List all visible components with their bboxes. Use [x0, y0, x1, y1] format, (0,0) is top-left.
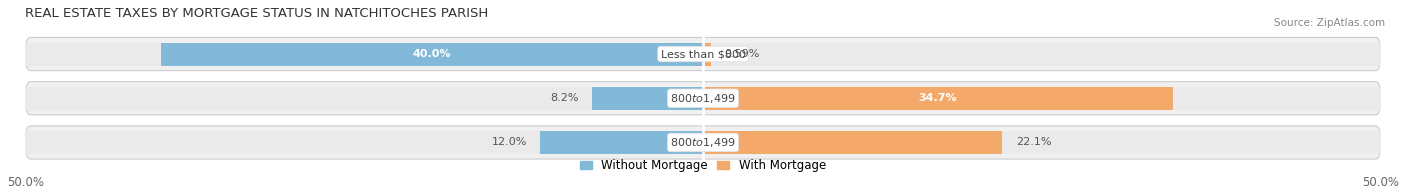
Bar	[592, 87, 703, 110]
Text: 22.1%: 22.1%	[1017, 137, 1052, 147]
Bar	[25, 87, 1381, 110]
Text: 12.0%: 12.0%	[492, 137, 527, 147]
Text: 0.59%: 0.59%	[724, 49, 759, 59]
Bar	[540, 131, 703, 154]
Bar	[703, 87, 1173, 110]
Legend: Without Mortgage, With Mortgage: Without Mortgage, With Mortgage	[575, 154, 831, 177]
FancyBboxPatch shape	[25, 82, 1381, 115]
Text: 34.7%: 34.7%	[918, 93, 957, 103]
FancyBboxPatch shape	[25, 126, 1381, 159]
Text: 40.0%: 40.0%	[413, 49, 451, 59]
Text: $800 to $1,499: $800 to $1,499	[671, 92, 735, 105]
Text: $800 to $1,499: $800 to $1,499	[671, 136, 735, 149]
Text: Less than $800: Less than $800	[661, 49, 745, 59]
FancyBboxPatch shape	[25, 37, 1381, 71]
Text: Source: ZipAtlas.com: Source: ZipAtlas.com	[1274, 18, 1385, 28]
Text: 8.2%: 8.2%	[550, 93, 578, 103]
Bar	[160, 43, 703, 65]
Bar	[25, 43, 1381, 65]
Bar	[703, 43, 711, 65]
Bar	[703, 131, 1002, 154]
Text: REAL ESTATE TAXES BY MORTGAGE STATUS IN NATCHITOCHES PARISH: REAL ESTATE TAXES BY MORTGAGE STATUS IN …	[25, 7, 489, 20]
Bar	[25, 131, 1381, 154]
